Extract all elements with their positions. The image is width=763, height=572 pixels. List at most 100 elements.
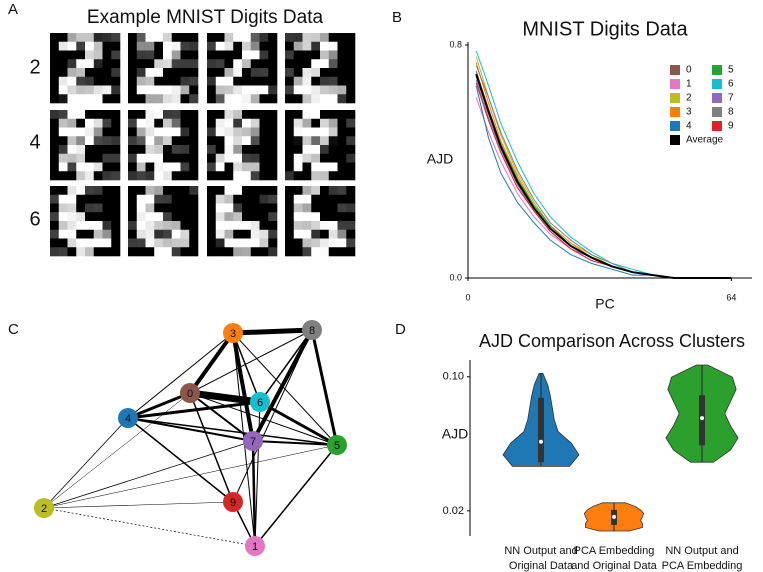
pixel xyxy=(171,110,181,120)
edge xyxy=(232,327,313,336)
edge xyxy=(127,417,234,503)
pixel xyxy=(93,33,103,43)
node-label: 8 xyxy=(309,325,315,337)
pixel xyxy=(224,194,234,204)
pixel xyxy=(233,41,243,51)
pixel xyxy=(293,118,303,128)
pixel xyxy=(259,85,269,95)
pixel xyxy=(285,221,295,231)
edge xyxy=(43,392,191,509)
pixel xyxy=(154,76,164,86)
pixel xyxy=(320,127,330,137)
pixel xyxy=(145,33,155,43)
line xyxy=(475,73,732,279)
pixel xyxy=(224,171,234,181)
pixel xyxy=(293,50,303,60)
pixel xyxy=(285,127,295,137)
pixel xyxy=(268,85,278,95)
pixel xyxy=(293,127,303,137)
pixel xyxy=(233,136,243,146)
pixel xyxy=(102,136,112,146)
node xyxy=(118,408,138,428)
pixel xyxy=(102,221,112,231)
pixel xyxy=(259,41,269,51)
pixel xyxy=(215,145,225,155)
pixel xyxy=(328,127,338,137)
legend-label: 5 xyxy=(728,65,734,76)
pixel xyxy=(189,118,199,128)
pixel xyxy=(128,162,138,172)
pixel xyxy=(102,50,112,60)
pixel xyxy=(180,145,190,155)
pixel xyxy=(242,94,252,104)
box xyxy=(538,397,544,463)
pixel xyxy=(136,212,146,222)
pixel xyxy=(320,203,330,213)
pixel xyxy=(171,145,181,155)
pixel xyxy=(259,221,269,231)
pixel xyxy=(67,94,77,104)
pixel xyxy=(180,153,190,163)
pixel xyxy=(128,41,138,51)
pixel xyxy=(145,118,155,128)
pixel xyxy=(259,229,269,239)
pixel xyxy=(111,94,121,104)
pixel xyxy=(293,221,303,231)
line xyxy=(475,56,732,279)
legend-label: 7 xyxy=(728,93,734,104)
pixel xyxy=(171,221,181,231)
pixel xyxy=(76,221,86,231)
pixel xyxy=(50,50,60,60)
pixel xyxy=(328,41,338,51)
pixel xyxy=(346,127,356,137)
pixel xyxy=(76,94,86,104)
pixel xyxy=(320,212,330,222)
pixel xyxy=(259,247,269,257)
pixel xyxy=(163,41,173,51)
pixel xyxy=(180,127,190,137)
pixel xyxy=(328,50,338,60)
pixel xyxy=(259,59,269,69)
pixel xyxy=(233,33,243,43)
pixel xyxy=(268,238,278,248)
pixel xyxy=(302,153,312,163)
pixel xyxy=(85,186,95,196)
node xyxy=(250,392,270,412)
pixel xyxy=(346,41,356,51)
pixel xyxy=(311,127,321,137)
pixel xyxy=(145,41,155,51)
pixel xyxy=(346,145,356,155)
pixel xyxy=(346,186,356,196)
pixel xyxy=(180,162,190,172)
pixel xyxy=(180,118,190,128)
node-label: 2 xyxy=(41,503,47,515)
pixel xyxy=(346,247,356,257)
pixel xyxy=(180,171,190,181)
pixel xyxy=(259,33,269,43)
pixel xyxy=(180,76,190,86)
pixel xyxy=(233,59,243,69)
pixel xyxy=(136,186,146,196)
pixel xyxy=(320,50,330,60)
pixel xyxy=(189,59,199,69)
pixel xyxy=(163,118,173,128)
pixel xyxy=(250,229,260,239)
pixel xyxy=(189,68,199,78)
pixel xyxy=(328,76,338,86)
legend-label: 8 xyxy=(728,107,734,118)
pixel xyxy=(233,68,243,78)
pixel xyxy=(320,76,330,86)
pixel xyxy=(268,212,278,222)
pixel xyxy=(58,33,68,43)
pixel xyxy=(154,118,164,128)
pixel xyxy=(233,212,243,222)
pixel xyxy=(233,118,243,128)
pixel xyxy=(207,145,217,155)
pixel xyxy=(50,68,60,78)
pixel xyxy=(189,41,199,51)
pixel xyxy=(207,203,217,213)
pixel xyxy=(320,110,330,120)
pixel xyxy=(346,212,356,222)
pixel xyxy=(145,229,155,239)
edge xyxy=(43,440,254,509)
